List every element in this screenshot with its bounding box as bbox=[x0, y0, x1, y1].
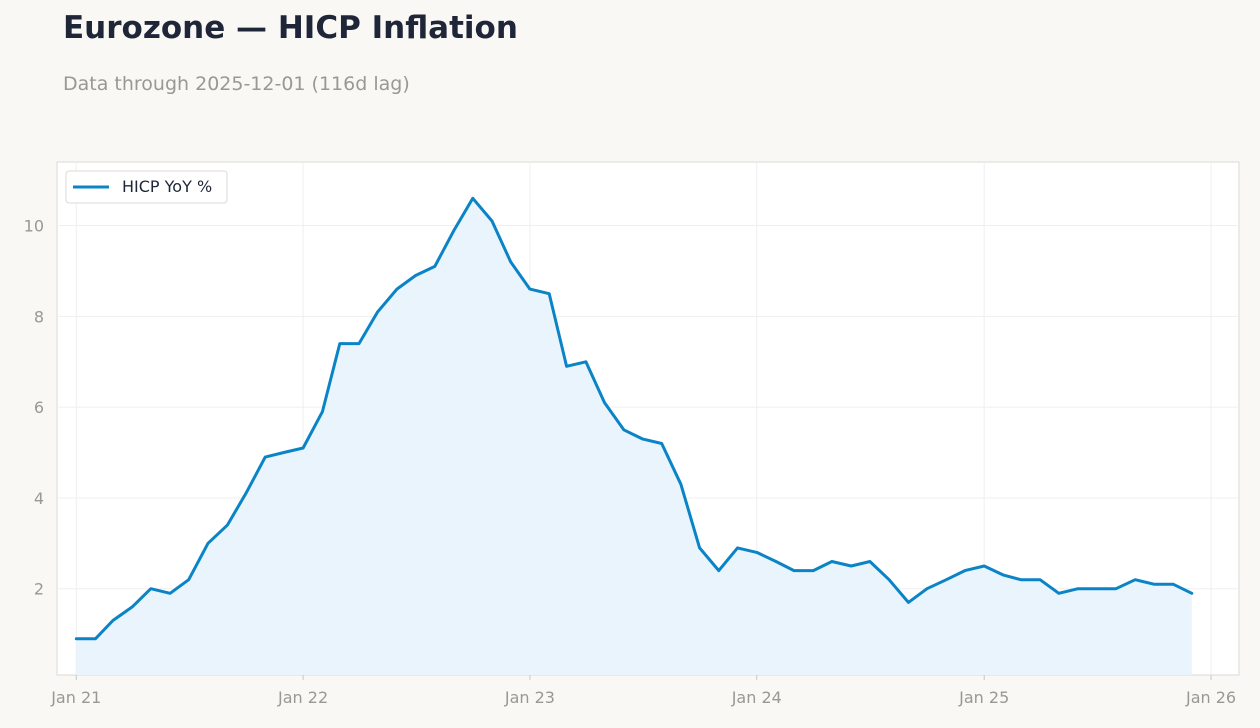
series-line-hicp bbox=[74, 196, 1194, 641]
chart-subtitle: Data through 2025-12-01 (116d lag) bbox=[63, 73, 410, 95]
legend-label: HICP YoY % bbox=[122, 177, 212, 196]
x-tick-label: Jan 22 bbox=[277, 688, 328, 707]
x-axis: Jan 21 Jan 22 Jan 23 Jan 24 Jan 25 Jan 26 bbox=[50, 675, 1236, 707]
y-axis: 2 4 6 8 10 bbox=[24, 217, 44, 599]
y-tick-label: 8 bbox=[34, 307, 44, 326]
y-tick-label: 6 bbox=[34, 398, 44, 417]
y-tick-label: 2 bbox=[34, 580, 44, 599]
chart-title: Eurozone — HICP Inflation bbox=[63, 10, 518, 46]
y-tick-label: 10 bbox=[24, 217, 44, 236]
y-tick-label: 4 bbox=[34, 489, 44, 508]
x-tick-label: Jan 26 bbox=[1185, 688, 1236, 707]
area-layer bbox=[76, 198, 1192, 676]
series-area-fill bbox=[76, 198, 1192, 676]
legend: HICP YoY % bbox=[65, 170, 228, 204]
x-tick-label: Jan 24 bbox=[731, 688, 782, 707]
legend-box bbox=[65, 170, 228, 204]
x-tick-label: Jan 23 bbox=[504, 688, 555, 707]
line-layer bbox=[74, 196, 1194, 641]
x-tick-label: Jan 25 bbox=[958, 688, 1009, 707]
x-tick-label: Jan 21 bbox=[50, 688, 101, 707]
